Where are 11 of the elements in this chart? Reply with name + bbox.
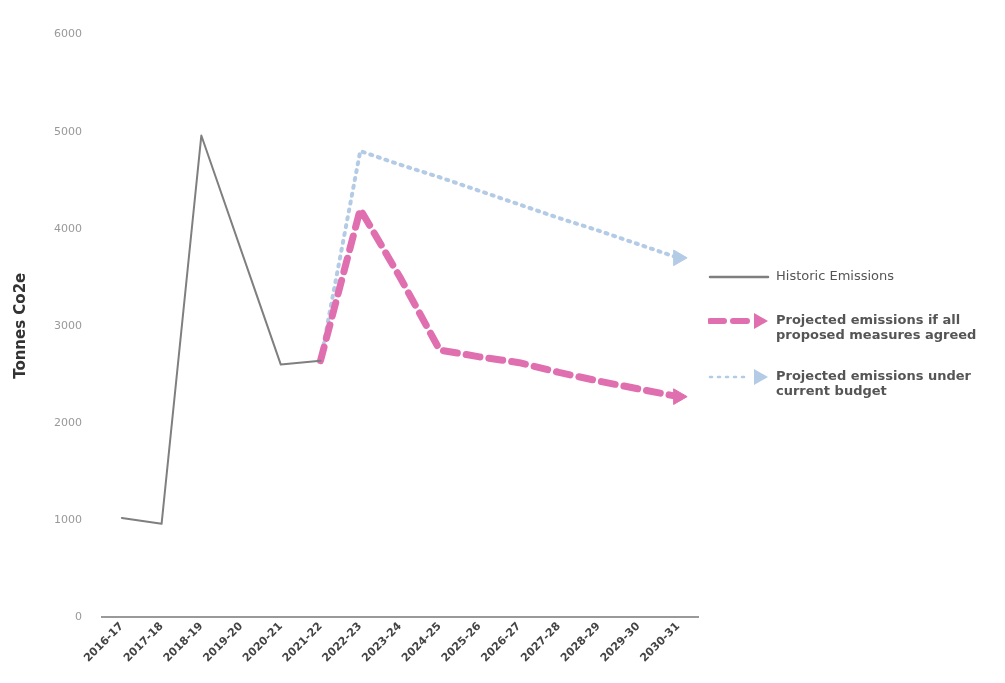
y-tick-label: 0 [74,609,82,623]
y-axis-title: Tonnes Co2e [10,272,29,379]
y-tick-label: 3000 [53,318,82,332]
legend-label: Projected emissions under current budget [776,368,972,398]
y-tick-label: 6000 [53,27,82,41]
y-tick-label: 1000 [53,512,82,526]
y-tick-label: 4000 [53,221,82,235]
legend-label: Projected emissions if all proposed measures agreed [776,312,978,342]
y-tick-label: 2000 [53,415,82,429]
legend-label: Historic Emissions [776,268,895,283]
y-tick-label: 5000 [53,124,82,138]
